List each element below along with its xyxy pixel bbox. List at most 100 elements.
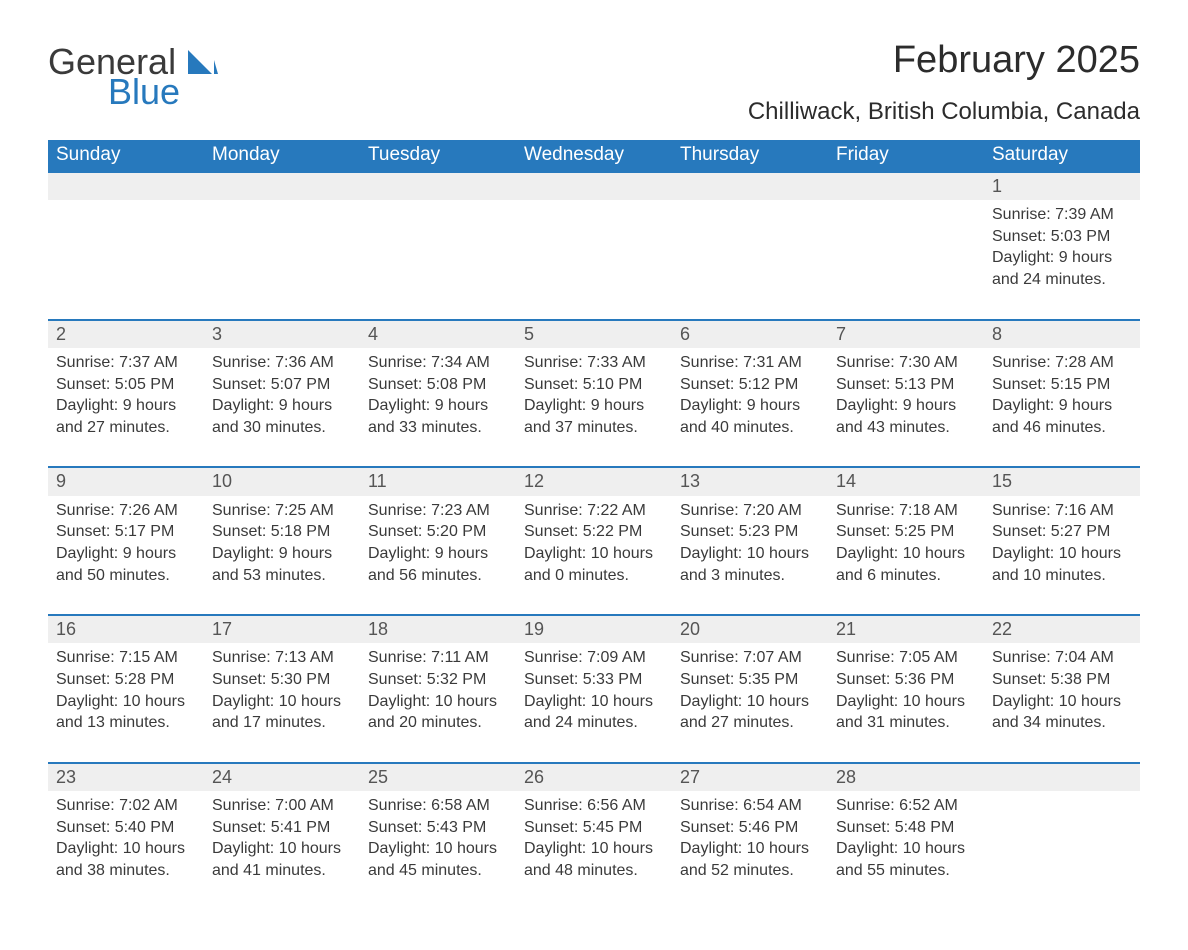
day-content-cell: Sunrise: 7:15 AMSunset: 5:28 PMDaylight:… <box>48 643 204 762</box>
weekday-header: Sunday <box>48 140 204 172</box>
sunset-text: Sunset: 5:30 PM <box>212 669 354 691</box>
day-number-cell: 14 <box>828 467 984 495</box>
sunrise-text: Sunrise: 7:36 AM <box>212 352 354 374</box>
day-content-row: Sunrise: 7:37 AMSunset: 5:05 PMDaylight:… <box>48 348 1140 467</box>
day-content-cell: Sunrise: 7:00 AMSunset: 5:41 PMDaylight:… <box>204 791 360 909</box>
sunset-text: Sunset: 5:22 PM <box>524 521 666 543</box>
day-number: 1 <box>992 176 1002 196</box>
day-number: 20 <box>680 619 700 639</box>
daylight-text: Daylight: 9 hours and 53 minutes. <box>212 543 354 586</box>
sunrise-text: Sunrise: 6:58 AM <box>368 795 510 817</box>
sunset-text: Sunset: 5:10 PM <box>524 374 666 396</box>
day-number-cell: 12 <box>516 467 672 495</box>
daylight-text: Daylight: 9 hours and 27 minutes. <box>56 395 198 438</box>
day-content-cell: Sunrise: 7:09 AMSunset: 5:33 PMDaylight:… <box>516 643 672 762</box>
day-number-cell <box>516 172 672 200</box>
sunrise-text: Sunrise: 6:52 AM <box>836 795 978 817</box>
day-content-cell: Sunrise: 7:23 AMSunset: 5:20 PMDaylight:… <box>360 496 516 615</box>
day-number: 10 <box>212 471 232 491</box>
sunrise-text: Sunrise: 7:30 AM <box>836 352 978 374</box>
daylight-text: Daylight: 9 hours and 56 minutes. <box>368 543 510 586</box>
day-number: 21 <box>836 619 856 639</box>
day-number-cell: 7 <box>828 320 984 348</box>
daylight-text: Daylight: 10 hours and 13 minutes. <box>56 691 198 734</box>
day-content-cell <box>48 200 204 319</box>
day-content-cell: Sunrise: 7:13 AMSunset: 5:30 PMDaylight:… <box>204 643 360 762</box>
day-content-cell: Sunrise: 6:56 AMSunset: 5:45 PMDaylight:… <box>516 791 672 909</box>
sunrise-text: Sunrise: 7:02 AM <box>56 795 198 817</box>
day-number: 7 <box>836 324 846 344</box>
day-content-cell: Sunrise: 7:25 AMSunset: 5:18 PMDaylight:… <box>204 496 360 615</box>
day-number-cell: 9 <box>48 467 204 495</box>
sunset-text: Sunset: 5:43 PM <box>368 817 510 839</box>
day-number: 26 <box>524 767 544 787</box>
day-content-cell: Sunrise: 7:02 AMSunset: 5:40 PMDaylight:… <box>48 791 204 909</box>
daylight-text: Daylight: 10 hours and 6 minutes. <box>836 543 978 586</box>
sunset-text: Sunset: 5:23 PM <box>680 521 822 543</box>
sunset-text: Sunset: 5:32 PM <box>368 669 510 691</box>
day-content-cell: Sunrise: 7:30 AMSunset: 5:13 PMDaylight:… <box>828 348 984 467</box>
day-content-cell: Sunrise: 6:54 AMSunset: 5:46 PMDaylight:… <box>672 791 828 909</box>
day-number: 6 <box>680 324 690 344</box>
sunrise-text: Sunrise: 7:05 AM <box>836 647 978 669</box>
day-number-row: 232425262728 <box>48 763 1140 791</box>
page-container: General Blue February 2025 Chilliwack, B… <box>0 0 1188 950</box>
weekday-header: Tuesday <box>360 140 516 172</box>
daylight-text: Daylight: 9 hours and 33 minutes. <box>368 395 510 438</box>
weekday-header-row: Sunday Monday Tuesday Wednesday Thursday… <box>48 140 1140 172</box>
day-content-cell: Sunrise: 7:39 AMSunset: 5:03 PMDaylight:… <box>984 200 1140 319</box>
day-number: 24 <box>212 767 232 787</box>
day-content-cell: Sunrise: 7:37 AMSunset: 5:05 PMDaylight:… <box>48 348 204 467</box>
sunset-text: Sunset: 5:46 PM <box>680 817 822 839</box>
sunrise-text: Sunrise: 7:25 AM <box>212 500 354 522</box>
day-number-cell: 28 <box>828 763 984 791</box>
day-number-cell: 4 <box>360 320 516 348</box>
day-content-row: Sunrise: 7:26 AMSunset: 5:17 PMDaylight:… <box>48 496 1140 615</box>
day-content-cell: Sunrise: 7:26 AMSunset: 5:17 PMDaylight:… <box>48 496 204 615</box>
day-number: 9 <box>56 471 66 491</box>
brand-logo: General Blue <box>48 40 218 110</box>
day-number: 28 <box>836 767 856 787</box>
sunrise-text: Sunrise: 7:09 AM <box>524 647 666 669</box>
day-number: 2 <box>56 324 66 344</box>
sunset-text: Sunset: 5:13 PM <box>836 374 978 396</box>
day-number-cell: 10 <box>204 467 360 495</box>
month-title: February 2025 <box>748 40 1140 82</box>
day-content-cell: Sunrise: 7:34 AMSunset: 5:08 PMDaylight:… <box>360 348 516 467</box>
daylight-text: Daylight: 10 hours and 20 minutes. <box>368 691 510 734</box>
sunset-text: Sunset: 5:08 PM <box>368 374 510 396</box>
daylight-text: Daylight: 10 hours and 24 minutes. <box>524 691 666 734</box>
day-number: 18 <box>368 619 388 639</box>
sunset-text: Sunset: 5:27 PM <box>992 521 1134 543</box>
daylight-text: Daylight: 10 hours and 17 minutes. <box>212 691 354 734</box>
daylight-text: Daylight: 10 hours and 10 minutes. <box>992 543 1134 586</box>
daylight-text: Daylight: 10 hours and 45 minutes. <box>368 838 510 881</box>
day-number: 3 <box>212 324 222 344</box>
sunset-text: Sunset: 5:41 PM <box>212 817 354 839</box>
day-number-row: 16171819202122 <box>48 615 1140 643</box>
sunrise-text: Sunrise: 7:20 AM <box>680 500 822 522</box>
sunset-text: Sunset: 5:25 PM <box>836 521 978 543</box>
day-number: 15 <box>992 471 1012 491</box>
daylight-text: Daylight: 9 hours and 50 minutes. <box>56 543 198 586</box>
sunset-text: Sunset: 5:20 PM <box>368 521 510 543</box>
day-content-cell: Sunrise: 7:05 AMSunset: 5:36 PMDaylight:… <box>828 643 984 762</box>
daylight-text: Daylight: 9 hours and 40 minutes. <box>680 395 822 438</box>
daylight-text: Daylight: 10 hours and 31 minutes. <box>836 691 978 734</box>
sunrise-text: Sunrise: 7:22 AM <box>524 500 666 522</box>
daylight-text: Daylight: 10 hours and 48 minutes. <box>524 838 666 881</box>
day-number-cell: 15 <box>984 467 1140 495</box>
daylight-text: Daylight: 10 hours and 0 minutes. <box>524 543 666 586</box>
sunset-text: Sunset: 5:45 PM <box>524 817 666 839</box>
sunrise-text: Sunrise: 7:16 AM <box>992 500 1134 522</box>
day-content-cell: Sunrise: 7:20 AMSunset: 5:23 PMDaylight:… <box>672 496 828 615</box>
sunrise-text: Sunrise: 7:00 AM <box>212 795 354 817</box>
sunrise-text: Sunrise: 7:11 AM <box>368 647 510 669</box>
sunrise-text: Sunrise: 7:33 AM <box>524 352 666 374</box>
day-number-cell: 26 <box>516 763 672 791</box>
daylight-text: Daylight: 10 hours and 34 minutes. <box>992 691 1134 734</box>
weekday-header: Friday <box>828 140 984 172</box>
day-number-cell: 21 <box>828 615 984 643</box>
sunset-text: Sunset: 5:35 PM <box>680 669 822 691</box>
sunrise-text: Sunrise: 7:34 AM <box>368 352 510 374</box>
